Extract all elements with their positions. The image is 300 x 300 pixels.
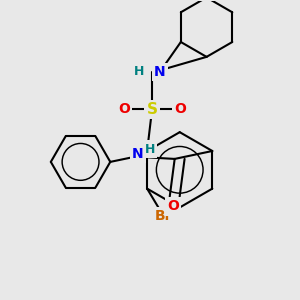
Text: N: N [132, 147, 144, 161]
Text: H: H [134, 65, 144, 78]
Text: O: O [174, 102, 186, 116]
Text: H: H [145, 142, 155, 155]
Text: Br: Br [155, 209, 173, 224]
Text: O: O [118, 102, 130, 116]
Text: S: S [147, 102, 158, 117]
Text: O: O [167, 200, 178, 214]
Text: N: N [154, 65, 166, 79]
